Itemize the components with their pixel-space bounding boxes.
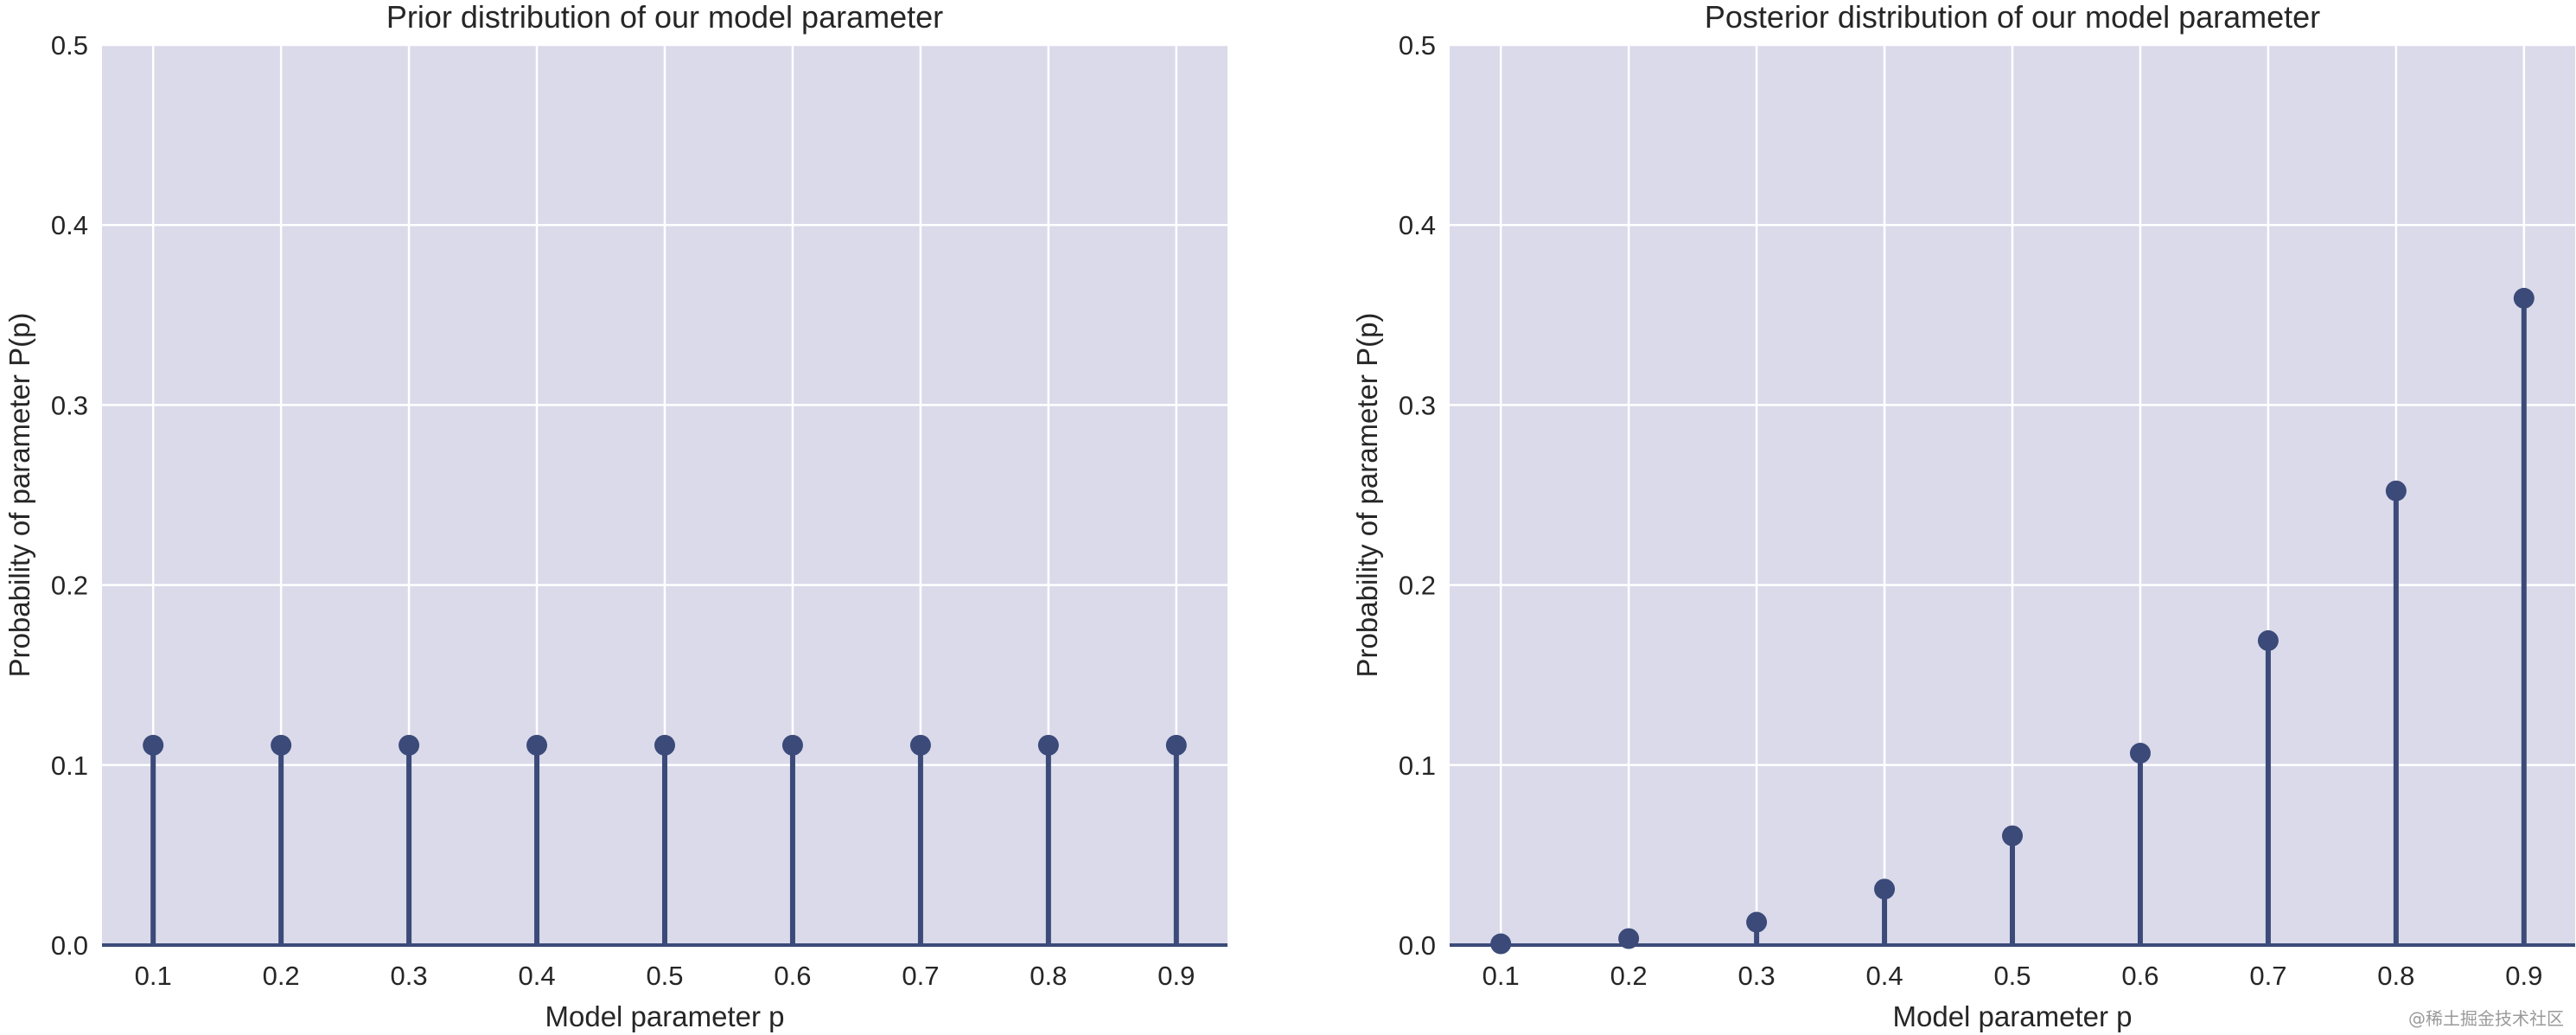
prior-y-tick-label: 0.0: [51, 930, 88, 961]
prior-marker: [526, 734, 548, 756]
prior-marker: [1037, 734, 1059, 756]
prior-x-tick-label: 0.3: [391, 961, 428, 991]
prior-x-tick-label: 0.2: [263, 961, 300, 991]
posterior-x-tick-label: 0.2: [1610, 961, 1648, 991]
posterior-marker: [2257, 629, 2279, 651]
posterior-x-tick-label: 0.1: [1482, 961, 1520, 991]
prior-marker: [781, 734, 803, 756]
prior-x-axis-label: Model parameter p: [545, 1000, 785, 1032]
posterior-x-tick-label: 0.3: [1738, 961, 1776, 991]
prior-y-tick-label: 0.1: [51, 751, 88, 781]
posterior-marker: [1618, 928, 1640, 949]
prior-x-tick-label: 0.6: [774, 961, 811, 991]
posterior-marker: [1746, 911, 1768, 933]
posterior-y-tick-label: 0.3: [1399, 390, 1436, 420]
prior-y-axis-label: Probability of parameter P(p): [3, 313, 35, 678]
posterior-marker: [1490, 933, 1512, 955]
prior-y-tick-label: 0.2: [51, 571, 88, 601]
posterior-marker: [1874, 878, 1896, 900]
posterior-marker: [2002, 825, 2023, 847]
prior-y-tick-label: 0.3: [51, 390, 88, 420]
posterior-y-tick-label: 0.5: [1399, 30, 1436, 61]
prior-marker: [909, 734, 931, 756]
posterior-chart-title: Posterior distribution of our model para…: [1705, 0, 2320, 35]
prior-chart-panel: 0.0 0.1 0.2 0.3 0.4 0.5 0.1 0.2 0.3 0.4 0.5 0.6 0.7 0…: [3, 0, 1227, 1032]
posterior-marker: [2129, 743, 2151, 764]
prior-x-tick-label: 0.9: [1157, 961, 1195, 991]
posterior-chart-panel: 0.0 0.1 0.2 0.3 0.4 0.5 0.1 0.2 0.3 0.4 0.5 0.6 0.7 0…: [1351, 0, 2575, 1032]
prior-x-tick-label: 0.8: [1030, 961, 1067, 991]
posterior-x-tick-label: 0.5: [1993, 961, 2031, 991]
posterior-y-tick-label: 0.4: [1399, 210, 1436, 240]
posterior-x-tick-label: 0.8: [2377, 961, 2414, 991]
prior-x-tick-label: 0.5: [646, 961, 683, 991]
prior-marker: [1165, 734, 1187, 756]
prior-y-tick-label: 0.4: [51, 210, 88, 240]
prior-marker: [399, 734, 420, 756]
posterior-x-tick-label: 0.9: [2505, 961, 2542, 991]
prior-x-tick-label: 0.4: [518, 961, 555, 991]
posterior-marker: [2513, 287, 2535, 309]
posterior-y-tick-label: 0.2: [1399, 571, 1436, 601]
prior-y-tick-label: 0.5: [51, 30, 88, 61]
prior-marker: [654, 734, 675, 756]
posterior-x-axis-label: Model parameter p: [1893, 1000, 2133, 1032]
prior-chart-title: Prior distribution of our model paramete…: [386, 0, 943, 35]
prior-marker: [143, 734, 164, 756]
prior-marker: [271, 734, 292, 756]
watermark: @稀土掘金技术社区: [2408, 1008, 2564, 1029]
posterior-marker: [2385, 480, 2407, 502]
prior-x-tick-label: 0.7: [902, 961, 939, 991]
posterior-y-axis-label: Probability of parameter P(p): [1351, 313, 1383, 678]
posterior-y-tick-label: 0.0: [1399, 930, 1436, 961]
posterior-x-tick-label: 0.4: [1865, 961, 1903, 991]
posterior-x-tick-label: 0.7: [2249, 961, 2286, 991]
prior-x-tick-label: 0.1: [135, 961, 172, 991]
posterior-x-tick-label: 0.6: [2121, 961, 2158, 991]
posterior-y-tick-label: 0.1: [1399, 751, 1436, 781]
